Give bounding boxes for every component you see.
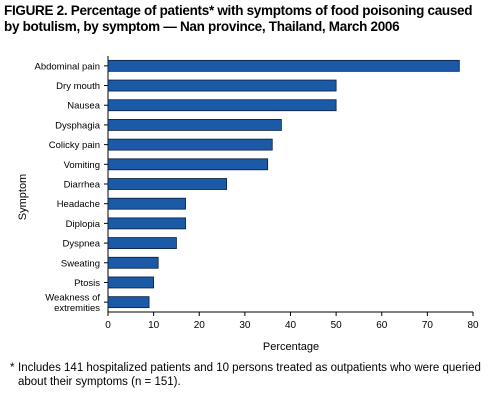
x-axis-label: Percentage [263, 341, 319, 353]
footnote-mark: * [10, 362, 15, 374]
y-tick-label: Weakness of extremities [45, 292, 100, 314]
x-tick-label: 80 [467, 320, 479, 331]
bar [107, 158, 269, 171]
x-tick-label: 60 [376, 320, 388, 331]
bar [107, 138, 273, 151]
y-tick-label: Dyspnea [63, 239, 101, 250]
x-tick-label: 10 [148, 320, 160, 331]
x-tick-label: 20 [194, 320, 206, 331]
y-tick-label: Diplopia [66, 219, 101, 230]
bar [107, 119, 282, 131]
bar [107, 79, 337, 92]
y-tick-label: Dry mouth [56, 81, 100, 92]
bar [107, 99, 337, 112]
x-tick-label: 0 [105, 320, 111, 331]
footnote-text: Includes 141 hospitalized patients and 1… [18, 362, 481, 388]
x-tick-label: 50 [331, 320, 343, 331]
bar [107, 276, 155, 289]
plot-area: 0 10 20 30 40 50 60 70 80 Abdominal pain Dry mouth… [35, 56, 479, 331]
bar [107, 197, 186, 210]
footnote: * Includes 141 hospitalized patients and… [10, 361, 482, 389]
bar [107, 256, 159, 269]
y-axis-label: Symptom [17, 174, 29, 220]
x-tick-label: 30 [239, 320, 251, 331]
y-tick-label: Dysphagia [55, 120, 101, 131]
y-tick-label: Headache [57, 199, 100, 210]
y-tick-label: Nausea [67, 101, 100, 112]
chart-title: FIGURE 2. Percentage of patients* with s… [4, 3, 473, 34]
y-tick-label: Diarrhea [64, 180, 101, 191]
y-tick-label: Abdominal pain [35, 61, 101, 72]
x-tick-label: 70 [422, 320, 434, 331]
bar [107, 217, 186, 230]
y-tick-label: Vomiting [64, 160, 100, 171]
bar [107, 237, 177, 249]
bar [107, 296, 150, 309]
bar [107, 59, 460, 72]
x-tick-label: 40 [285, 320, 297, 331]
bar [107, 178, 228, 190]
y-tick-label: Sweating [61, 258, 100, 269]
y-tick-label: Ptosis [74, 278, 100, 289]
y-tick-label: Colicky pain [49, 140, 100, 151]
